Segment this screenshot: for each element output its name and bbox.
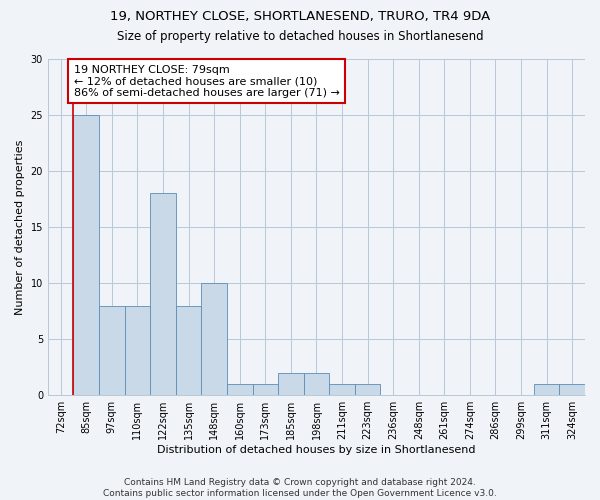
Bar xyxy=(150,194,176,395)
Text: Contains HM Land Registry data © Crown copyright and database right 2024.
Contai: Contains HM Land Registry data © Crown c… xyxy=(103,478,497,498)
Bar xyxy=(227,384,253,395)
Text: Size of property relative to detached houses in Shortlanesend: Size of property relative to detached ho… xyxy=(116,30,484,43)
Bar xyxy=(304,373,329,395)
Text: 19, NORTHEY CLOSE, SHORTLANESEND, TRURO, TR4 9DA: 19, NORTHEY CLOSE, SHORTLANESEND, TRURO,… xyxy=(110,10,490,23)
Bar xyxy=(125,306,150,395)
Bar xyxy=(278,373,304,395)
X-axis label: Distribution of detached houses by size in Shortlanesend: Distribution of detached houses by size … xyxy=(157,445,476,455)
Bar xyxy=(202,283,227,395)
Bar xyxy=(253,384,278,395)
Bar xyxy=(559,384,585,395)
Text: 19 NORTHEY CLOSE: 79sqm
← 12% of detached houses are smaller (10)
86% of semi-de: 19 NORTHEY CLOSE: 79sqm ← 12% of detache… xyxy=(74,64,340,98)
Bar xyxy=(534,384,559,395)
Bar xyxy=(355,384,380,395)
Y-axis label: Number of detached properties: Number of detached properties xyxy=(15,140,25,315)
Bar xyxy=(329,384,355,395)
Bar xyxy=(99,306,125,395)
Bar xyxy=(73,115,99,395)
Bar xyxy=(176,306,202,395)
